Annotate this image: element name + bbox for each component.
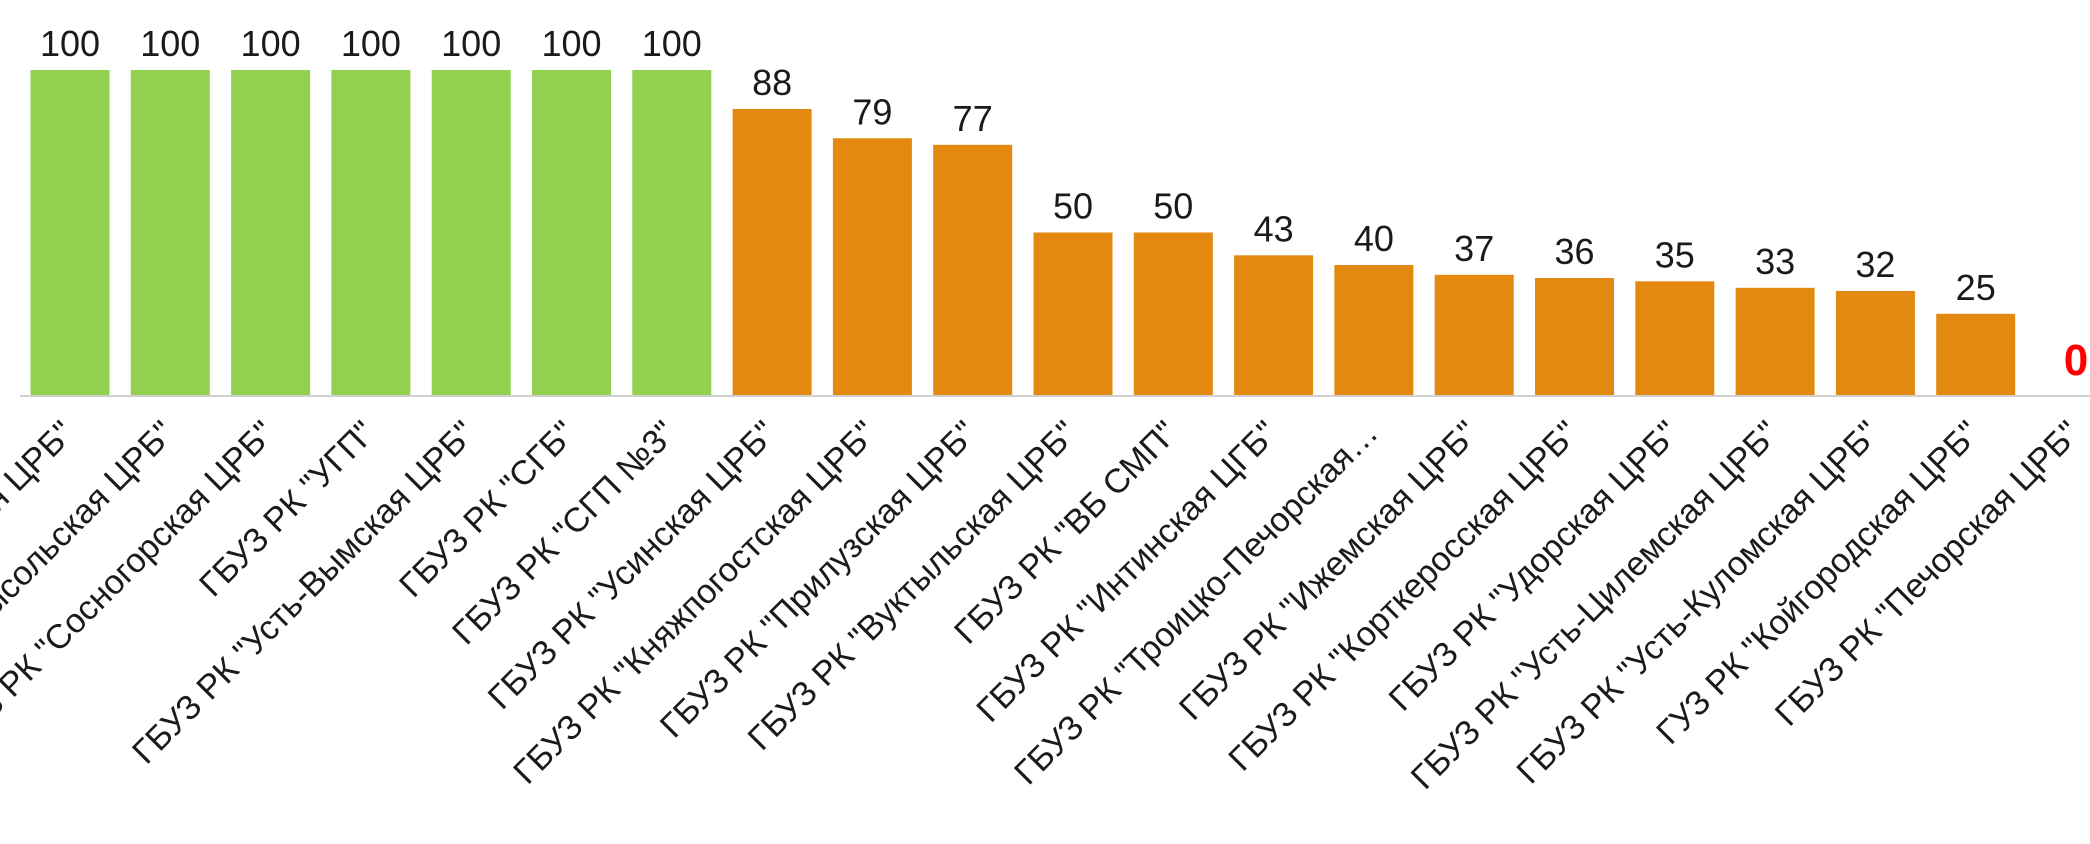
value-label-4: 100 bbox=[341, 23, 401, 64]
value-label-7: 100 bbox=[642, 23, 702, 64]
category-labels-group: ГБУЗ РК "Сыктывдинская ЦРБ"ГБУЗ РК "Сысо… bbox=[0, 414, 2088, 797]
bar-15 bbox=[1434, 274, 1514, 396]
value-label-1: 100 bbox=[40, 23, 100, 64]
value-labels-group: 100 100 100 100 100 100 100 88 79 77 50 50 43 40 37 36 3… bbox=[40, 23, 2088, 385]
bar-19 bbox=[1835, 291, 1915, 395]
bar-1 bbox=[30, 70, 110, 395]
bar-5 bbox=[431, 70, 511, 395]
category-label-14: ГБУЗ РК "Троицко-Печорская… bbox=[1007, 414, 1385, 792]
value-label-2: 100 bbox=[140, 23, 200, 64]
bar-10 bbox=[933, 144, 1013, 396]
value-label-3: 100 bbox=[241, 23, 301, 64]
bar-7 bbox=[632, 70, 712, 395]
value-label-17: 35 bbox=[1655, 234, 1695, 275]
value-label-21: 0 bbox=[2064, 336, 2088, 385]
bar-16 bbox=[1535, 278, 1614, 395]
category-label-19: ГБУЗ РК "Усть-Куломская ЦРБ" bbox=[1510, 414, 1888, 792]
value-label-18: 33 bbox=[1755, 241, 1795, 282]
value-label-6: 100 bbox=[541, 23, 601, 64]
value-label-9: 79 bbox=[852, 91, 892, 132]
value-label-20: 25 bbox=[1956, 267, 1996, 308]
value-label-14: 40 bbox=[1354, 218, 1394, 259]
bar-6 bbox=[532, 70, 611, 395]
bar-14 bbox=[1334, 265, 1414, 395]
category-label-9: ГБУЗ РК "Княжпогостская ЦРБ" bbox=[506, 414, 884, 792]
bar-18 bbox=[1735, 287, 1815, 396]
bar-11 bbox=[1033, 232, 1113, 395]
bar-9 bbox=[832, 138, 912, 396]
bar-2 bbox=[130, 70, 210, 395]
value-label-16: 36 bbox=[1554, 231, 1594, 272]
value-label-11: 50 bbox=[1053, 186, 1093, 227]
bars-group bbox=[30, 70, 2016, 396]
value-label-12: 50 bbox=[1153, 186, 1193, 227]
value-label-19: 32 bbox=[1855, 244, 1895, 285]
bar-13 bbox=[1234, 255, 1314, 396]
bar-17 bbox=[1635, 281, 1715, 396]
value-label-5: 100 bbox=[441, 23, 501, 64]
category-label-4: ГБУЗ РК "УГП" bbox=[192, 414, 382, 604]
bar-4 bbox=[331, 70, 411, 395]
value-label-8: 88 bbox=[752, 62, 792, 103]
category-label-18: ГБУЗ РК "Усть-Цилемская ЦРБ" bbox=[1404, 414, 1787, 797]
value-label-15: 37 bbox=[1454, 228, 1494, 269]
category-label-6: ГБУЗ РК "СГБ" bbox=[392, 414, 583, 605]
bar-20 bbox=[1936, 313, 2016, 396]
value-label-13: 43 bbox=[1254, 208, 1294, 249]
bar-12 bbox=[1133, 232, 1213, 395]
bar-8 bbox=[732, 109, 812, 395]
bar-3 bbox=[231, 70, 311, 395]
value-label-10: 77 bbox=[953, 98, 993, 139]
